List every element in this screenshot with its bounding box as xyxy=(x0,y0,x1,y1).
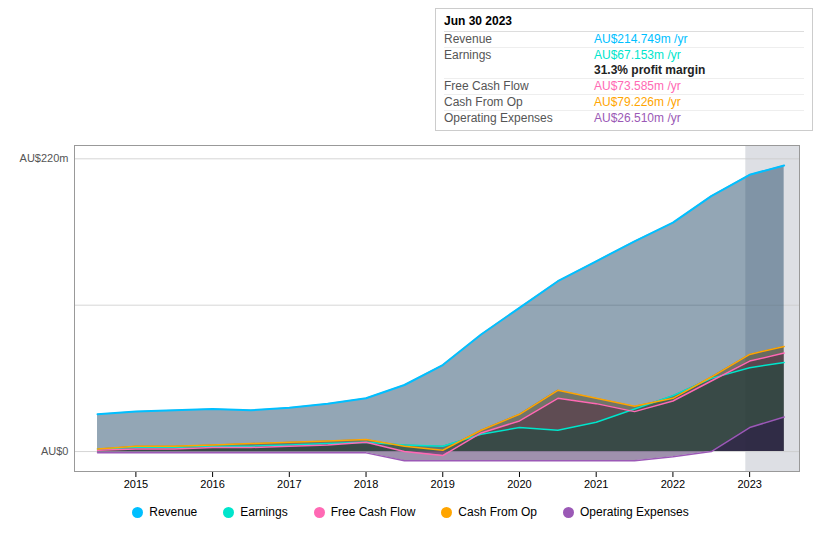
html-text:Revenue: Revenue xyxy=(149,505,198,519)
html-text:AU$214.749m /yr: AU$214.749m /yr xyxy=(594,32,688,46)
html-text:Cash From Op: Cash From Op xyxy=(444,95,523,109)
svg-text:2017: 2017 xyxy=(277,478,301,490)
svg-text:AU$0: AU$0 xyxy=(41,445,69,457)
html-text:Operating Expenses: Operating Expenses xyxy=(580,505,689,519)
html-text:AU$26.510m /yr: AU$26.510m /yr xyxy=(594,111,681,125)
html-text:31.3% profit margin: 31.3% profit margin xyxy=(594,63,706,77)
html-text:Jun 30 2023: Jun 30 2023 xyxy=(444,14,512,28)
html-text:Cash From Op: Cash From Op xyxy=(458,505,537,519)
svg-text:AU$220m: AU$220m xyxy=(20,152,69,164)
svg-text:2023: 2023 xyxy=(737,478,761,490)
svg-text:2020: 2020 xyxy=(507,478,531,490)
svg-text:2022: 2022 xyxy=(661,478,685,490)
svg-text:2018: 2018 xyxy=(354,478,378,490)
html-text:Free Cash Flow: Free Cash Flow xyxy=(330,505,416,519)
html-text:Free Cash Flow: Free Cash Flow xyxy=(444,79,529,93)
html-text:Earnings: Earnings xyxy=(444,48,492,62)
html-text:AU$67.153m /yr: AU$67.153m /yr xyxy=(594,48,681,62)
svg-text:2015: 2015 xyxy=(124,478,148,490)
html-text:Earnings: Earnings xyxy=(240,505,288,519)
svg-text:2019: 2019 xyxy=(431,478,455,490)
html-text:AU$73.585m /yr: AU$73.585m /yr xyxy=(594,79,681,93)
svg-text:2016: 2016 xyxy=(200,478,224,490)
html-text:Revenue: Revenue xyxy=(444,32,492,46)
html-text:Operating Expenses: Operating Expenses xyxy=(444,111,553,125)
svg-text:2021: 2021 xyxy=(584,478,608,490)
html-text:AU$79.226m /yr: AU$79.226m /yr xyxy=(594,95,681,109)
